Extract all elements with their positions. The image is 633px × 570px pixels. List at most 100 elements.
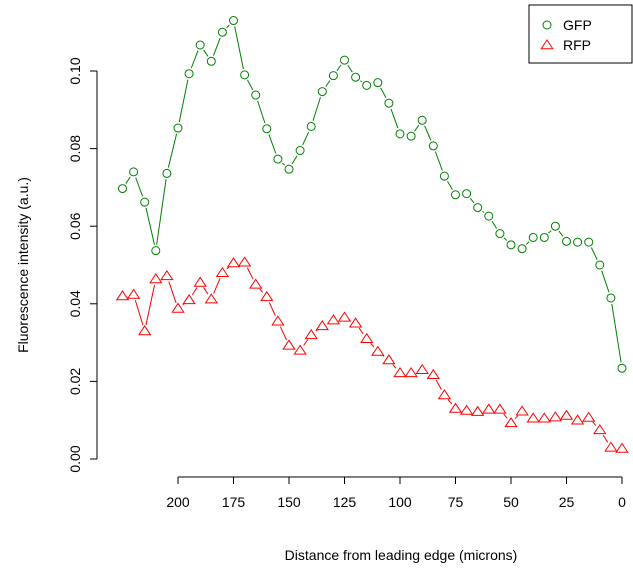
data-point-rfp: [570, 414, 585, 425]
series-gfp-segment: [125, 176, 131, 184]
data-point-rfp: [226, 257, 241, 268]
data-point-gfp: [184, 69, 194, 79]
data-point-gfp: [528, 232, 538, 242]
series-gfp-segment: [611, 303, 622, 363]
x-tick-label: 175: [222, 494, 246, 510]
series-gfp-segment: [247, 79, 254, 91]
y-axis-title: Fluorescence intensity (a.u.): [15, 177, 31, 353]
data-point-gfp: [217, 27, 227, 37]
series-rfp-segment: [203, 287, 209, 295]
data-point-gfp: [306, 121, 316, 131]
data-point-gfp: [417, 115, 427, 125]
data-point-gfp: [295, 146, 305, 156]
data-point-rfp: [493, 403, 507, 414]
data-point-gfp: [406, 131, 416, 141]
data-point-rfp: [382, 354, 396, 365]
data-point-rfp: [404, 366, 418, 378]
data-point-rfp: [582, 411, 596, 422]
data-point-gfp: [506, 240, 516, 250]
data-point-gfp: [129, 167, 139, 177]
data-point-gfp: [473, 203, 483, 213]
series-gfp-segment: [525, 241, 530, 245]
x-tick-label: 200: [166, 494, 190, 510]
data-point-gfp: [240, 70, 250, 80]
data-point-rfp: [115, 290, 130, 301]
series-gfp-segment: [325, 80, 331, 87]
data-point-rfp: [393, 366, 407, 378]
series-gfp-segment: [282, 162, 285, 166]
y-tick-label: 0.08: [67, 135, 83, 162]
series-rfp-segment: [213, 278, 221, 294]
y-tick-label: 0.10: [67, 57, 83, 84]
data-point-rfp: [526, 412, 540, 423]
data-point-gfp: [428, 141, 438, 151]
data-point-rfp: [482, 403, 496, 414]
data-point-gfp: [340, 55, 349, 65]
data-point-gfp: [173, 123, 183, 133]
data-point-rfp: [237, 256, 252, 267]
y-tick-label: 0.06: [67, 212, 83, 239]
series-gfp-segment: [434, 151, 443, 171]
series-gfp-segment: [190, 50, 199, 69]
data-point-gfp: [395, 129, 405, 139]
legend-box: [528, 4, 633, 64]
data-point-gfp: [373, 78, 383, 88]
data-point-rfp: [459, 404, 474, 415]
data-point-rfp: [304, 328, 318, 340]
series-gfp: [118, 16, 627, 373]
series-rfp-segment: [268, 302, 276, 317]
series-gfp-segment: [380, 87, 387, 99]
data-point-gfp: [484, 211, 494, 221]
data-point-rfp: [360, 332, 374, 343]
series-gfp-segment: [312, 97, 321, 121]
series-gfp-segment: [414, 124, 420, 132]
data-point-gfp: [118, 184, 127, 194]
data-point-gfp: [595, 260, 605, 270]
data-point-rfp: [160, 269, 174, 281]
data-point-gfp: [617, 363, 627, 373]
data-point-rfp: [604, 441, 618, 452]
legend-marker-rfp: [540, 39, 554, 50]
data-point-rfp: [260, 290, 274, 302]
series-rfp-segment: [145, 284, 156, 326]
series-rfp-segment: [191, 287, 198, 296]
y-tick-label: 0.02: [67, 368, 83, 395]
series-gfp-segment: [424, 125, 432, 141]
x-axis: 200 175 150 125 100 75 50 25 0: [166, 476, 626, 510]
data-point-gfp: [262, 124, 272, 134]
x-tick-label: 25: [559, 494, 575, 510]
series-gfp-segment: [347, 64, 353, 73]
data-point-rfp: [282, 339, 296, 350]
data-point-rfp: [126, 288, 141, 299]
data-point-rfp: [271, 315, 285, 326]
data-point-rfp: [171, 302, 185, 313]
x-tick-label: 150: [277, 494, 301, 510]
series-rfp-segment: [303, 339, 309, 346]
series-rfp-segment: [279, 326, 287, 341]
series-gfp-segment: [167, 133, 178, 168]
data-point-rfp: [448, 402, 463, 413]
data-point-gfp: [562, 236, 571, 246]
series-gfp-segment: [390, 108, 399, 129]
data-point-rfp: [204, 293, 218, 304]
series-gfp-segment: [336, 64, 342, 72]
data-point-rfp: [326, 314, 341, 325]
data-point-gfp: [517, 244, 527, 254]
x-tick-label: 50: [503, 494, 519, 510]
series-rfp: [115, 256, 629, 453]
data-point-rfp: [515, 405, 529, 416]
x-axis-title: Distance from leading edge (microns): [285, 547, 518, 563]
data-point-rfp: [337, 311, 352, 322]
series-rfp-segment: [358, 327, 364, 335]
series-gfp-segment: [469, 197, 475, 204]
series-gfp-segment: [226, 24, 230, 29]
data-point-rfp: [437, 389, 452, 400]
data-point-rfp: [371, 345, 385, 356]
series-rfp-segment: [246, 267, 254, 280]
series-rfp-segment: [447, 399, 453, 405]
data-point-rfp: [593, 423, 607, 435]
series-gfp-segment: [145, 207, 155, 245]
data-point-gfp: [362, 80, 372, 90]
y-axis: 0.00 0.02 0.04 0.06 0.08 0.10: [67, 57, 98, 473]
